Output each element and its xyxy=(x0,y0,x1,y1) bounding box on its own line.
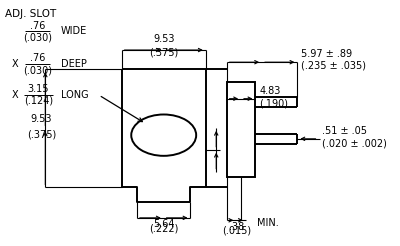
Text: X: X xyxy=(12,59,19,69)
Text: ADJ. SLOT: ADJ. SLOT xyxy=(5,9,56,19)
Text: DEEP: DEEP xyxy=(60,59,86,69)
Text: 5.64: 5.64 xyxy=(153,219,174,229)
Text: 9.53: 9.53 xyxy=(31,114,52,123)
Text: (.190): (.190) xyxy=(259,98,288,108)
Text: (.124): (.124) xyxy=(24,95,53,106)
Text: 4.83: 4.83 xyxy=(259,86,280,96)
Text: (.020 ± .002): (.020 ± .002) xyxy=(322,138,387,148)
Circle shape xyxy=(131,114,196,156)
Text: .76: .76 xyxy=(30,21,45,31)
Text: WIDE: WIDE xyxy=(60,26,87,36)
Text: (.375): (.375) xyxy=(149,47,178,57)
Text: .51 ± .05: .51 ± .05 xyxy=(322,126,367,136)
Text: (.375): (.375) xyxy=(27,130,56,140)
Text: (.030): (.030) xyxy=(23,32,52,42)
Text: MIN.: MIN. xyxy=(257,218,279,228)
Text: 5.97 ± .89: 5.97 ± .89 xyxy=(301,48,352,59)
Text: (.015): (.015) xyxy=(222,226,251,236)
Bar xyxy=(227,82,255,177)
Text: X: X xyxy=(12,90,19,100)
Text: .38: .38 xyxy=(229,221,244,231)
Text: (.030): (.030) xyxy=(23,65,52,75)
Text: 9.53: 9.53 xyxy=(153,34,174,44)
Text: (.235 ± .035): (.235 ± .035) xyxy=(301,61,366,71)
Text: (.222): (.222) xyxy=(149,224,178,234)
Text: 3.15: 3.15 xyxy=(28,84,49,94)
Text: LONG: LONG xyxy=(60,90,88,100)
Text: .76: .76 xyxy=(30,53,45,63)
